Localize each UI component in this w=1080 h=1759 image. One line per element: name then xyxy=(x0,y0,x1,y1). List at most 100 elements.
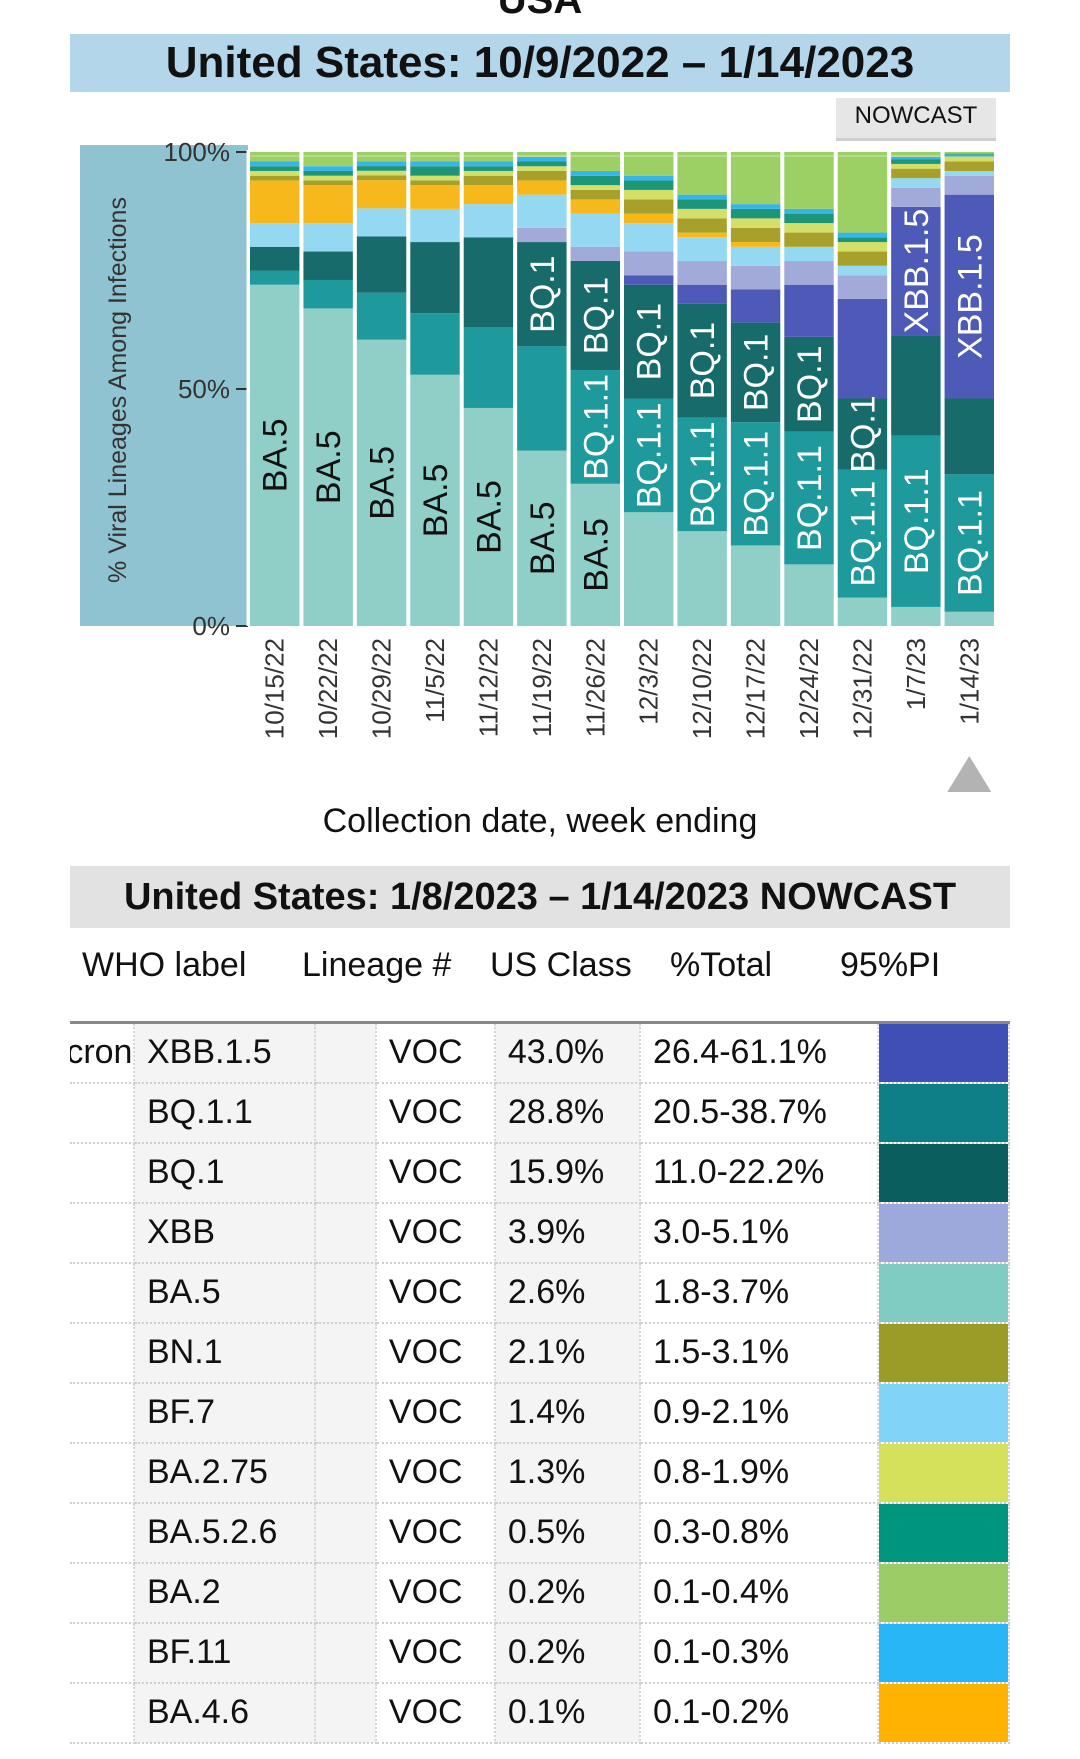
bar-label: XBB.1.5 xyxy=(951,234,989,359)
bar-segment xyxy=(463,204,514,238)
lineage-number-cell xyxy=(315,1202,377,1264)
bar-segment xyxy=(410,166,460,176)
color-swatch xyxy=(878,1383,1008,1442)
table-row: BA.5 VOC 2.6% 1.8-3.7% xyxy=(70,1262,1011,1324)
bar-segment xyxy=(356,292,407,340)
x-tick-label: 12/3/22 xyxy=(634,638,664,725)
y-axis-label: % Viral Lineages Among Infections xyxy=(104,197,132,583)
bar-segment xyxy=(410,208,460,243)
bar-segment xyxy=(944,194,994,399)
bar-segment xyxy=(570,185,620,190)
bar-segment xyxy=(303,185,353,224)
page-top-title: USA xyxy=(497,0,583,22)
pct-total-cell: 1.3% xyxy=(494,1442,642,1504)
pi-cell: 1.8-3.7% xyxy=(640,1262,879,1324)
color-swatch-cell xyxy=(877,1442,1011,1504)
bar-segment xyxy=(570,170,620,176)
color-swatch xyxy=(878,1623,1008,1682)
bar-label: BQ.1.1 xyxy=(738,431,776,537)
who-label-cell xyxy=(70,1442,135,1504)
bar-segment xyxy=(891,168,941,179)
color-swatch xyxy=(878,1083,1008,1142)
chart-title-banner: United States: 10/9/2022 – 1/14/2023 xyxy=(70,34,1010,92)
bar-segment xyxy=(730,204,781,209)
bar-segment xyxy=(517,450,567,626)
color-swatch-cell xyxy=(877,1082,1011,1144)
y-axis-panel xyxy=(80,145,248,626)
bar-segment xyxy=(356,180,407,209)
bar-segment xyxy=(356,161,407,167)
x-tick-label: 11/12/22 xyxy=(473,638,503,737)
bar-segment xyxy=(730,218,781,228)
bar-segment xyxy=(730,152,781,205)
who-label-text: Omicron xyxy=(70,1033,133,1072)
who-label-cell xyxy=(70,1082,135,1144)
table-row: BF.7 VOC 1.4% 0.9-2.1% xyxy=(70,1382,1011,1444)
x-tick-label: 10/29/22 xyxy=(367,638,397,739)
table-row: BA.4.6 VOC 0.1% 0.1-0.2% xyxy=(70,1682,1011,1744)
pi-cell: 11.0-22.2% xyxy=(640,1142,879,1204)
bar-segment xyxy=(250,246,300,271)
table-row: BQ.1 VOC 15.9% 11.0-22.2% xyxy=(70,1142,1011,1204)
lineage-cell: BA.5.2.6 xyxy=(133,1502,317,1564)
bar-segment xyxy=(677,261,727,285)
bar-segment xyxy=(570,483,620,626)
bar-segment xyxy=(463,170,514,176)
color-swatch xyxy=(878,1443,1008,1502)
pct-total-cell: 2.1% xyxy=(494,1322,642,1384)
bar-segment xyxy=(891,163,941,169)
nowcast-table-banner: United States: 1/8/2023 – 1/14/2023 NOWC… xyxy=(70,866,1010,928)
bar-segment xyxy=(410,180,460,186)
bar-segment xyxy=(250,152,300,162)
header-lineage: Lineage # xyxy=(302,946,452,984)
bar-label: BA.5 xyxy=(417,464,455,538)
bar-segment xyxy=(677,199,727,209)
bar-segment xyxy=(303,251,353,280)
bar-segment xyxy=(784,152,834,209)
bar-segment xyxy=(837,152,888,233)
bar-segment xyxy=(356,170,407,176)
who-label-cell xyxy=(70,1142,135,1204)
x-axis-label: Collection date, week ending xyxy=(323,802,758,840)
bar-segment xyxy=(944,152,994,154)
bar-label: BQ.1 xyxy=(844,395,882,472)
x-tick-label: 10/22/22 xyxy=(313,638,343,739)
bar-segment xyxy=(677,208,727,219)
bar-segment xyxy=(784,284,834,337)
bar-segment xyxy=(624,512,674,626)
bar-segment xyxy=(944,170,994,176)
bar-segment xyxy=(837,237,888,243)
bar-segment xyxy=(784,223,834,233)
x-tick-label: 1/7/23 xyxy=(901,638,931,710)
us-class-cell: VOC xyxy=(375,1202,496,1264)
bar-segment xyxy=(570,213,620,247)
pi-cell: 26.4-61.1% xyxy=(640,1021,879,1084)
bar-segment xyxy=(944,611,994,626)
bar-segment xyxy=(250,223,300,247)
color-swatch xyxy=(878,1683,1008,1742)
pi-cell: 0.1-0.4% xyxy=(640,1562,879,1624)
bar-segment xyxy=(517,346,567,451)
who-label-cell xyxy=(70,1682,135,1744)
color-swatch-cell xyxy=(877,1502,1011,1564)
pct-total-cell: 0.2% xyxy=(494,1562,642,1624)
bar-label: BQ.1.1 xyxy=(898,468,936,574)
bar-segment xyxy=(570,370,620,484)
bar-label: BQ.1 xyxy=(684,322,722,399)
x-tick-label: 1/14/23 xyxy=(954,638,984,725)
bar-segment xyxy=(570,261,620,371)
color-swatch xyxy=(878,1323,1008,1382)
bar-label: BA.5 xyxy=(470,480,508,554)
bar-segment xyxy=(837,265,888,276)
color-swatch xyxy=(878,1563,1008,1622)
bar-segment xyxy=(303,170,353,176)
color-swatch xyxy=(878,1263,1008,1322)
who-label-cell xyxy=(70,1202,135,1264)
color-swatch-cell xyxy=(877,1021,1011,1084)
table-row: BQ.1.1 VOC 28.8% 20.5-38.7% xyxy=(70,1082,1011,1144)
bar-segment xyxy=(517,156,567,162)
us-class-cell: VOC xyxy=(375,1682,496,1744)
lineage-number-cell xyxy=(315,1442,377,1504)
header-us-class: US Class xyxy=(490,946,632,984)
